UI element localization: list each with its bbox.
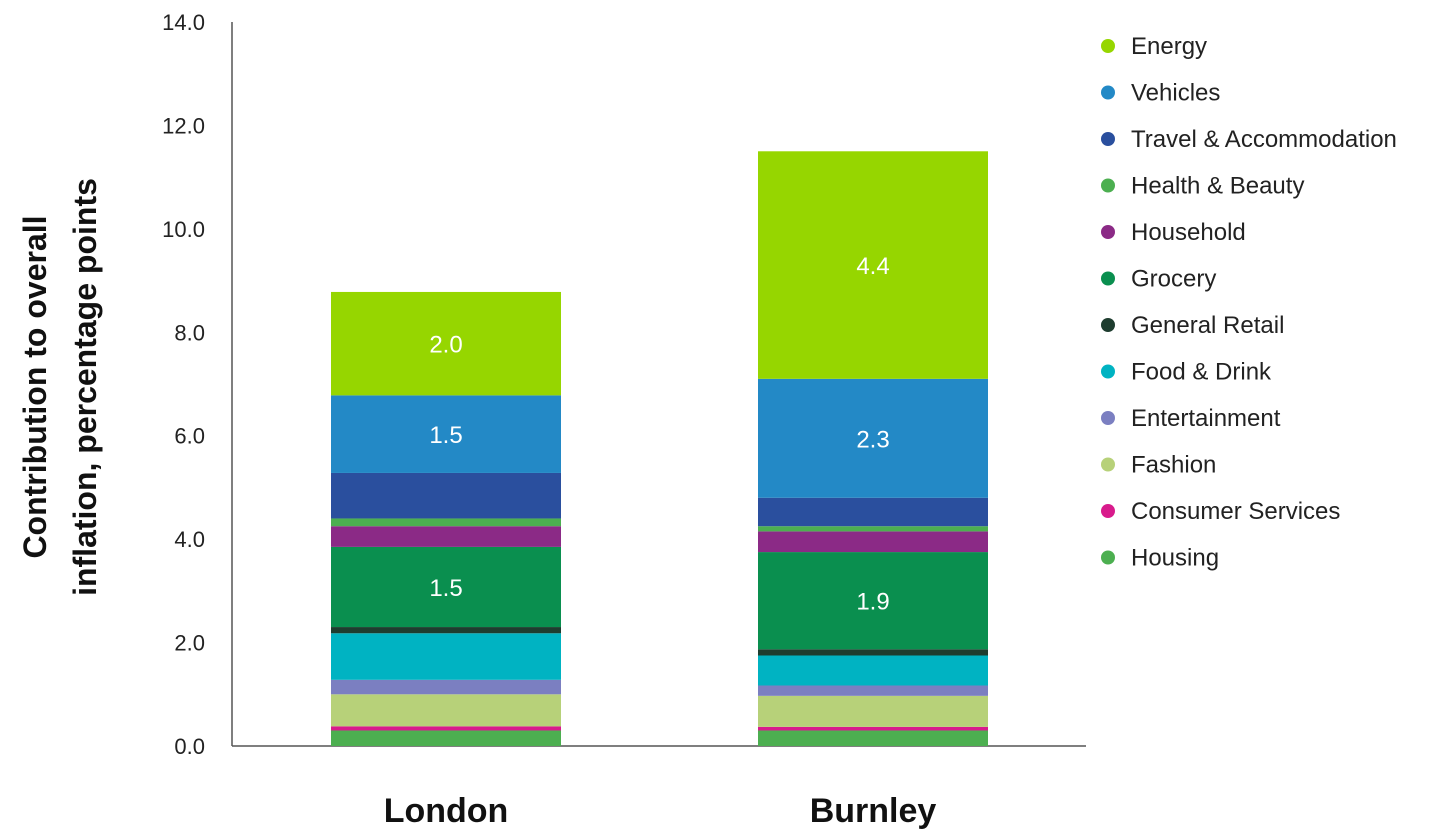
legend-marker	[1101, 271, 1115, 286]
y-axis-label-line-2: inflation, percentage points	[67, 178, 103, 596]
legend: Energy Vehicles Travel & Accommodation Heal…	[1101, 33, 1397, 572]
data-label: 1.9	[856, 589, 889, 616]
legend-marker	[1101, 550, 1115, 565]
bar-segment	[758, 497, 988, 527]
y-tick-label: 2.0	[174, 631, 205, 656]
bar-segment	[331, 395, 561, 473]
bar-segment	[758, 695, 988, 727]
y-tick-labels: 0.0 2.0 4.0 6.0 8.0 10.0 12.0 14.0	[162, 10, 205, 759]
y-tick-label: 4.0	[174, 527, 205, 552]
legend-marker	[1101, 85, 1115, 100]
legend-label: Food & Drink	[1131, 359, 1272, 386]
bar-segment	[758, 552, 988, 650]
bar-segment	[331, 730, 561, 746]
legend-label: Health & Beauty	[1131, 173, 1304, 200]
bar-segment	[331, 472, 561, 519]
legend-label: Consumer Services	[1131, 498, 1340, 525]
y-tick-label: 6.0	[174, 424, 205, 449]
data-label: 1.5	[429, 422, 462, 449]
category-label: Burnley	[810, 792, 937, 830]
bar-segment	[331, 679, 561, 695]
data-label: 1.5	[429, 575, 462, 602]
y-axis-label-line-1: Contribution to overall	[17, 215, 53, 558]
data-label: 4.4	[856, 253, 889, 280]
legend-marker	[1101, 318, 1115, 332]
bars: 1.5 1.5 2.0 1.9 2.3 4.4	[331, 151, 988, 746]
y-tick-label: 14.0	[162, 10, 205, 35]
bar-segment	[758, 685, 988, 696]
data-label: 2.0	[429, 332, 462, 359]
bar-segment	[331, 627, 561, 634]
legend-label: Vehicles	[1131, 80, 1220, 107]
y-tick-label: 10.0	[162, 217, 205, 242]
category-label: London	[384, 792, 509, 830]
bar-segment	[758, 649, 988, 656]
legend-label: Household	[1131, 219, 1246, 246]
y-axis-label: Contribution to overall inflation, perce…	[17, 178, 103, 596]
bar-segment	[331, 518, 561, 527]
bar-segment	[758, 531, 988, 553]
legend-label: Travel & Accommodation	[1131, 126, 1397, 153]
bar-segment	[758, 526, 988, 532]
legend-marker	[1101, 39, 1115, 53]
legend-marker	[1101, 504, 1115, 518]
y-tick-label: 12.0	[162, 113, 205, 138]
legend-marker	[1101, 411, 1115, 425]
bar-segment	[331, 546, 561, 628]
data-label: 2.3	[856, 426, 889, 453]
legend-marker	[1101, 178, 1115, 193]
bar-segment	[331, 291, 561, 396]
bar-segment	[758, 726, 988, 731]
category-labels: London Burnley	[384, 792, 937, 830]
legend-marker	[1101, 132, 1115, 146]
bar-segment	[331, 694, 561, 727]
legend-marker	[1101, 457, 1115, 472]
legend-label: Fashion	[1131, 452, 1216, 479]
bar-segment	[331, 633, 561, 680]
legend-marker	[1101, 225, 1115, 239]
legend-label: Grocery	[1131, 266, 1216, 293]
legend-marker	[1101, 364, 1115, 379]
bar-segment	[758, 151, 988, 379]
bar-segment	[331, 726, 561, 731]
y-tick-label: 8.0	[174, 320, 205, 345]
legend-label: Housing	[1131, 545, 1219, 572]
bar-segment	[331, 526, 561, 547]
legend-label: Entertainment	[1131, 405, 1281, 432]
bar-segment	[758, 730, 988, 746]
y-tick-label: 0.0	[174, 734, 205, 759]
bar-segment	[758, 378, 988, 498]
legend-label: Energy	[1131, 33, 1207, 60]
legend-label: General Retail	[1131, 312, 1284, 339]
bar-segment	[758, 655, 988, 686]
